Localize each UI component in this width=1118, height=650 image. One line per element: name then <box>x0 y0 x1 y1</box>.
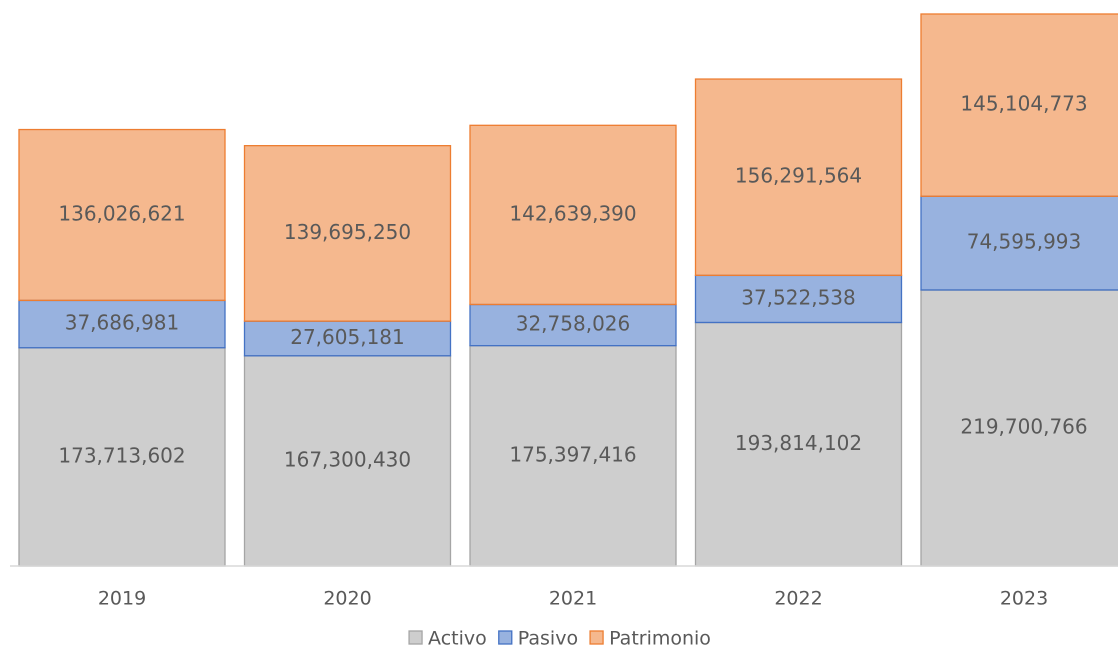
data-label: 173,713,602 <box>58 443 185 467</box>
bar-segment <box>18 347 226 567</box>
bar-segment <box>243 320 452 357</box>
bar-segment <box>18 128 226 302</box>
data-label: 27,605,181 <box>290 325 405 349</box>
bar-segment <box>469 124 677 306</box>
bar-segment <box>920 195 1118 291</box>
legend-label: Pasivo <box>518 628 578 650</box>
bar-segment <box>694 78 903 277</box>
data-label: 193,814,102 <box>735 431 862 455</box>
data-label: 219,700,766 <box>960 415 1087 439</box>
data-label: 142,639,390 <box>509 201 636 225</box>
data-label: 139,695,250 <box>284 220 411 244</box>
legend: Activo Pasivo Patrimonio <box>408 628 711 650</box>
legend-label: Activo <box>428 628 487 650</box>
x-tick-label: 2020 <box>323 588 371 610</box>
legend-swatch <box>589 630 604 645</box>
data-label: 145,104,773 <box>960 92 1087 116</box>
bar-segment <box>694 321 903 567</box>
data-label: 175,397,416 <box>509 442 636 466</box>
legend-swatch <box>408 630 423 645</box>
bar-segment <box>469 345 677 567</box>
data-label: 32,758,026 <box>516 312 631 336</box>
data-label: 136,026,621 <box>58 201 185 225</box>
x-tick-label: 2022 <box>774 588 822 610</box>
x-tick-label: 2019 <box>98 588 146 610</box>
data-label: 37,522,538 <box>741 285 856 309</box>
data-label: 74,595,993 <box>967 230 1082 254</box>
data-label: 37,686,981 <box>65 311 180 335</box>
bar-segment <box>920 289 1118 567</box>
x-tick-label: 2023 <box>1000 588 1048 610</box>
bar-segment <box>694 274 903 324</box>
data-label: 156,291,564 <box>735 164 862 188</box>
bar-segment <box>469 303 677 347</box>
legend-swatch <box>498 630 513 645</box>
bar-segment <box>920 13 1118 197</box>
legend-label: Patrimonio <box>609 628 711 650</box>
data-label: 167,300,430 <box>284 447 411 471</box>
x-tick-label: 2021 <box>549 588 597 610</box>
bar-segment <box>243 145 452 322</box>
bar-segment <box>243 355 452 567</box>
bar-segment <box>18 299 226 349</box>
